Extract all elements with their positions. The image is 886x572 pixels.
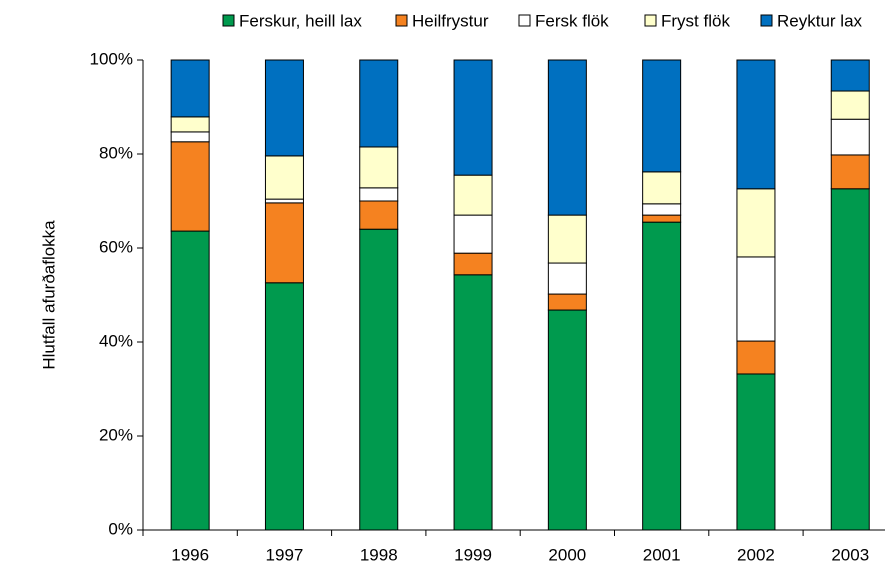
bar-segment (453, 214, 493, 254)
bar-segment (170, 116, 210, 133)
bar-segment (264, 59, 304, 157)
bar-segment (642, 203, 682, 216)
y-tick-label: 40% (99, 331, 133, 350)
y-tick-label: 80% (99, 143, 133, 162)
bar-segment (359, 200, 399, 230)
bar-segment (830, 90, 870, 120)
bar-segment (736, 188, 776, 258)
bar-segment (547, 214, 587, 264)
bar-segment (453, 274, 493, 531)
bar-segment (170, 131, 210, 143)
bar-segment (547, 309, 587, 531)
bar-segment (736, 256, 776, 342)
bar-segment (547, 59, 587, 216)
legend-label: Heilfrystur (412, 11, 489, 30)
legend-swatch (395, 14, 408, 27)
bar-segment (547, 293, 587, 311)
x-tick-label: 1997 (266, 545, 304, 564)
bar-segment (453, 174, 493, 216)
legend-swatch (518, 14, 531, 27)
bar-segment (642, 221, 682, 531)
bar-segment (264, 155, 304, 200)
bar-segment (359, 187, 399, 202)
bar-segment (830, 188, 870, 531)
y-tick-label: 0% (108, 519, 133, 538)
bar-segment (642, 214, 682, 223)
bar-segment (170, 141, 210, 232)
bar-segment (359, 228, 399, 531)
y-tick-label: 20% (99, 425, 133, 444)
bar-segment (736, 373, 776, 531)
bar-segment (264, 282, 304, 531)
bar-segment (642, 171, 682, 205)
x-tick-label: 1996 (171, 545, 209, 564)
x-tick-label: 2001 (643, 545, 681, 564)
bar-segment (830, 59, 870, 92)
x-tick-label: 1999 (454, 545, 492, 564)
bar-segment (264, 198, 304, 204)
y-tick-label: 100% (90, 49, 133, 68)
legend-swatch (760, 14, 773, 27)
bar-segment (359, 59, 399, 148)
bar-segment (453, 59, 493, 176)
x-tick-label: 2002 (737, 545, 775, 564)
x-tick-label: 2000 (548, 545, 586, 564)
bar-segment (170, 59, 210, 118)
bar-segment (830, 154, 870, 190)
legend-swatch (644, 14, 657, 27)
legend-label: Fersk flök (535, 11, 609, 30)
bar-segment (642, 59, 682, 173)
legend-label: Reyktur lax (777, 11, 863, 30)
legend-label: Fryst flök (661, 11, 730, 30)
x-tick-label: 2003 (831, 545, 869, 564)
bar-segment (264, 202, 304, 284)
y-tick-label: 60% (99, 237, 133, 256)
x-tick-label: 1998 (360, 545, 398, 564)
legend-label: Ferskur, heill lax (239, 11, 362, 30)
bar-segment (170, 230, 210, 531)
bar-segment (736, 59, 776, 190)
y-axis-label: Hlutfall afurðaflokka (39, 220, 58, 370)
bar-segment (830, 118, 870, 156)
bar-segment (453, 252, 493, 276)
bar-segment (547, 262, 587, 295)
bar-segment (359, 146, 399, 189)
legend-swatch (222, 14, 235, 27)
bar-segment (736, 340, 776, 375)
